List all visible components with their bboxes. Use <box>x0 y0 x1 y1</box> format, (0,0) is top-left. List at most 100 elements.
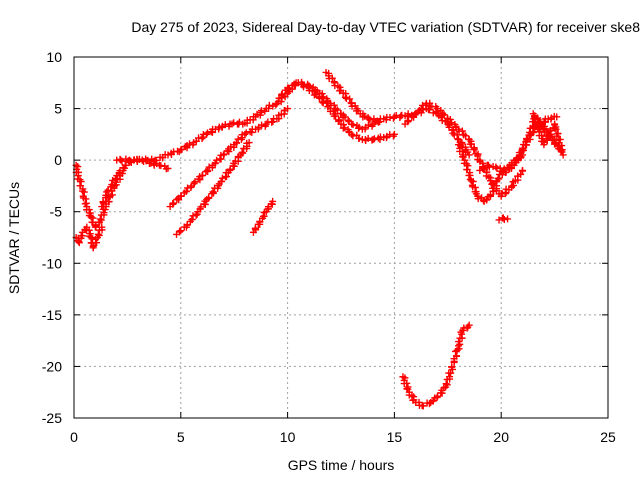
data-point <box>170 199 178 207</box>
data-point <box>186 140 194 148</box>
data-point <box>112 176 120 184</box>
data-point <box>102 191 110 199</box>
data-point <box>433 105 441 113</box>
data-point <box>187 182 195 190</box>
data-point <box>105 198 113 206</box>
data-point <box>552 125 560 133</box>
data-point <box>417 105 425 113</box>
data-point <box>127 157 135 165</box>
data-point <box>454 125 462 133</box>
data-point <box>465 321 473 329</box>
data-point <box>164 151 172 159</box>
data-point <box>369 136 377 144</box>
data-point <box>519 144 527 152</box>
data-point <box>284 105 292 113</box>
data-point <box>138 156 146 164</box>
data-point <box>358 136 366 144</box>
data-point <box>87 213 95 221</box>
data-point <box>252 125 260 133</box>
data-point <box>442 383 450 391</box>
data-point <box>465 136 473 144</box>
data-point <box>213 156 221 164</box>
data-point <box>470 146 478 154</box>
data-point <box>273 115 281 123</box>
data-point <box>433 393 441 401</box>
y-tick-label: 10 <box>46 49 62 65</box>
data-points <box>72 68 567 410</box>
data-point <box>458 127 466 135</box>
data-point <box>173 230 181 238</box>
data-point <box>101 206 109 214</box>
data-point <box>452 347 459 355</box>
data-point <box>226 166 234 174</box>
data-point <box>83 203 91 211</box>
data-point <box>218 174 226 182</box>
data-point <box>501 169 509 177</box>
data-point <box>448 363 456 371</box>
data-point <box>401 120 409 128</box>
data-point <box>449 129 457 137</box>
data-point <box>294 79 302 87</box>
data-point <box>252 113 260 121</box>
data-point <box>177 227 185 235</box>
data-point <box>484 161 492 169</box>
data-point <box>508 182 516 190</box>
data-point <box>256 218 264 226</box>
data-point <box>514 156 522 164</box>
data-point <box>198 172 206 180</box>
data-point <box>531 115 539 123</box>
data-point <box>356 110 364 118</box>
y-tick-label: -20 <box>42 358 62 374</box>
data-point <box>364 121 372 129</box>
data-point <box>91 223 99 231</box>
data-point <box>480 197 488 205</box>
data-point <box>177 146 185 154</box>
data-point <box>461 156 469 164</box>
data-point <box>355 134 363 142</box>
data-point <box>93 239 101 247</box>
data-point <box>553 132 561 140</box>
data-point <box>487 192 495 200</box>
data-point <box>556 135 564 143</box>
data-point <box>121 161 129 169</box>
y-tick-label: 5 <box>54 101 62 117</box>
y-tick-label: -10 <box>42 255 62 271</box>
data-point <box>202 130 210 138</box>
data-point <box>190 139 198 147</box>
data-point <box>344 116 352 124</box>
data-point <box>337 120 345 128</box>
data-point <box>99 198 107 206</box>
data-point <box>164 164 172 172</box>
data-point <box>209 161 217 169</box>
data-point <box>318 98 326 106</box>
data-point <box>241 119 249 127</box>
data-point <box>364 134 372 142</box>
data-point <box>275 94 283 102</box>
data-point <box>94 230 102 238</box>
data-point <box>228 120 236 128</box>
data-point <box>113 156 121 164</box>
data-point <box>126 156 134 164</box>
data-point <box>450 357 458 365</box>
data-point <box>265 101 273 109</box>
data-point <box>75 239 83 247</box>
x-tick-label: 5 <box>177 429 185 445</box>
data-point <box>96 218 104 226</box>
data-point <box>269 197 277 205</box>
data-point <box>341 93 349 101</box>
data-point <box>401 112 409 120</box>
data-point <box>459 326 467 334</box>
ticks: 0 5 10 15 20 25 -25 -20 -15 -10 -5 0 5 10 <box>42 49 616 445</box>
data-point <box>485 173 493 181</box>
data-point <box>519 166 527 174</box>
data-point <box>462 132 470 140</box>
data-point <box>262 120 270 128</box>
data-point <box>440 111 448 119</box>
data-point <box>480 164 488 172</box>
data-point <box>373 117 381 125</box>
data-point <box>269 102 277 110</box>
data-point <box>151 156 159 164</box>
data-point <box>559 151 567 159</box>
